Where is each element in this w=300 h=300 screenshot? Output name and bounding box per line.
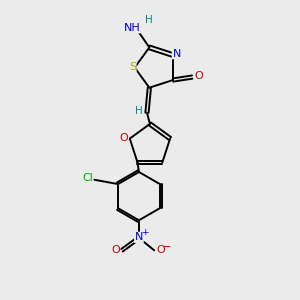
Text: N: N bbox=[135, 232, 143, 242]
Text: O: O bbox=[156, 245, 165, 255]
Text: +: + bbox=[141, 228, 148, 237]
Text: H: H bbox=[135, 106, 142, 116]
Text: N: N bbox=[172, 49, 181, 58]
Text: O: O bbox=[194, 71, 203, 82]
Text: O: O bbox=[119, 133, 128, 143]
Text: S: S bbox=[129, 62, 136, 72]
Text: Cl: Cl bbox=[82, 173, 93, 183]
Text: −: − bbox=[162, 242, 171, 252]
Text: NH: NH bbox=[124, 23, 141, 33]
Text: H: H bbox=[146, 15, 153, 25]
Text: O: O bbox=[111, 245, 120, 255]
